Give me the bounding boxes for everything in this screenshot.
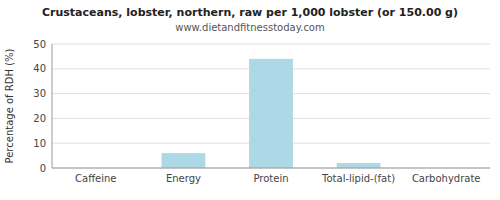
grid-line: [52, 168, 490, 169]
chart-container: Crustaceans, lobster, northern, raw per …: [0, 0, 500, 200]
bar: [249, 59, 293, 168]
title: Crustaceans, lobster, northern, raw per …: [42, 6, 458, 19]
x-tick-label: Carbohydrate: [412, 173, 481, 184]
bar: [162, 153, 206, 168]
y-tick-label: 30: [33, 88, 46, 99]
chart-svg: Crustaceans, lobster, northern, raw per …: [0, 0, 500, 200]
x-tick-label: Total-lipid-(fat): [321, 173, 395, 184]
grid-line: [52, 44, 490, 45]
x-tick-label: Energy: [166, 173, 201, 184]
y-tick-label: 20: [33, 113, 46, 124]
y-axis-line: [52, 44, 53, 168]
y-tick-label: 10: [33, 138, 46, 149]
y-grid: [52, 44, 490, 168]
y-tick-label: 0: [40, 163, 46, 174]
bars: [162, 59, 381, 168]
subtitle: www.dietandfitnesstoday.com: [175, 22, 324, 33]
x-tick-label: Protein: [253, 173, 288, 184]
x-tick-label: Caffeine: [75, 173, 116, 184]
x-axis-line: [52, 168, 490, 169]
y-tick-label: 50: [33, 39, 46, 50]
y-axis-label: Percentage of RDH (%): [4, 48, 15, 163]
bar: [337, 163, 381, 168]
y-tick-label: 40: [33, 63, 46, 74]
